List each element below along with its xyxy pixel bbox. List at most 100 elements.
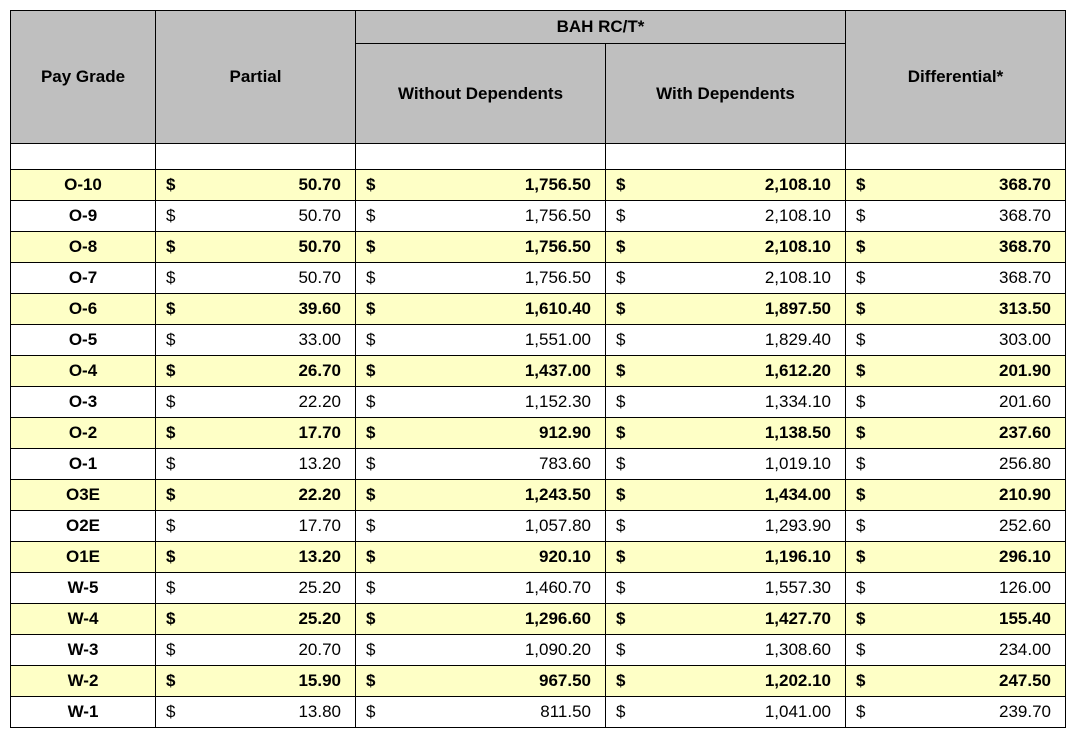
cell-value: 247.50 xyxy=(856,671,1051,691)
cell-with: $1,427.70 xyxy=(606,604,846,635)
cell-partial: $20.70 xyxy=(156,635,356,666)
currency-symbol: $ xyxy=(856,175,865,195)
currency-symbol: $ xyxy=(366,268,375,288)
cell-pay-grade: O-7 xyxy=(11,263,156,294)
cell-with: $1,041.00 xyxy=(606,697,846,728)
cell-diff: $256.80 xyxy=(846,449,1066,480)
currency-symbol: $ xyxy=(856,361,865,381)
currency-symbol: $ xyxy=(856,454,865,474)
currency-symbol: $ xyxy=(616,671,625,691)
cell-value: 811.50 xyxy=(366,702,591,722)
cell-value: 1,019.10 xyxy=(616,454,831,474)
cell-value: 1,829.40 xyxy=(616,330,831,350)
cell-value: 303.00 xyxy=(856,330,1051,350)
table-row: O-2$17.70$912.90$1,138.50$237.60 xyxy=(11,418,1066,449)
cell-value: 2,108.10 xyxy=(616,175,831,195)
cell-diff: $201.60 xyxy=(846,387,1066,418)
cell-diff: $368.70 xyxy=(846,232,1066,263)
currency-symbol: $ xyxy=(616,454,625,474)
cell-pay-grade: O-4 xyxy=(11,356,156,387)
cell-value: 25.20 xyxy=(166,609,341,629)
cell-value: 368.70 xyxy=(856,237,1051,257)
currency-symbol: $ xyxy=(166,361,175,381)
cell-diff: $247.50 xyxy=(846,666,1066,697)
currency-symbol: $ xyxy=(856,268,865,288)
cell-value: 50.70 xyxy=(166,268,341,288)
col-pay-grade: Pay Grade xyxy=(11,11,156,144)
cell-value: 1,138.50 xyxy=(616,423,831,443)
cell-value: 210.90 xyxy=(856,485,1051,505)
cell-value: 1,334.10 xyxy=(616,392,831,412)
cell-pay-grade: O1E xyxy=(11,542,156,573)
currency-symbol: $ xyxy=(166,671,175,691)
currency-symbol: $ xyxy=(366,702,375,722)
cell-without: $783.60 xyxy=(356,449,606,480)
cell-value: 1,196.10 xyxy=(616,547,831,567)
cell-without: $1,756.50 xyxy=(356,263,606,294)
currency-symbol: $ xyxy=(856,330,865,350)
table-row: O1E$13.20$920.10$1,196.10$296.10 xyxy=(11,542,1066,573)
cell-value: 33.00 xyxy=(166,330,341,350)
currency-symbol: $ xyxy=(166,609,175,629)
cell-value: 1,427.70 xyxy=(616,609,831,629)
currency-symbol: $ xyxy=(366,392,375,412)
cell-without: $1,756.50 xyxy=(356,170,606,201)
cell-without: $1,152.30 xyxy=(356,387,606,418)
currency-symbol: $ xyxy=(166,392,175,412)
cell-value: 2,108.10 xyxy=(616,268,831,288)
cell-with: $1,138.50 xyxy=(606,418,846,449)
currency-symbol: $ xyxy=(616,702,625,722)
cell-pay-grade: W-4 xyxy=(11,604,156,635)
cell-without: $912.90 xyxy=(356,418,606,449)
currency-symbol: $ xyxy=(856,516,865,536)
currency-symbol: $ xyxy=(366,485,375,505)
currency-symbol: $ xyxy=(366,454,375,474)
currency-symbol: $ xyxy=(616,299,625,319)
cell-value: 967.50 xyxy=(366,671,591,691)
currency-symbol: $ xyxy=(366,423,375,443)
col-without-dependents: Without Dependents xyxy=(356,44,606,144)
cell-value: 1,308.60 xyxy=(616,640,831,660)
currency-symbol: $ xyxy=(856,392,865,412)
currency-symbol: $ xyxy=(166,423,175,443)
cell-value: 13.20 xyxy=(166,547,341,567)
cell-value: 368.70 xyxy=(856,175,1051,195)
cell-without: $1,243.50 xyxy=(356,480,606,511)
table-row: O3E$22.20$1,243.50$1,434.00$210.90 xyxy=(11,480,1066,511)
currency-symbol: $ xyxy=(166,206,175,226)
cell-diff: $126.00 xyxy=(846,573,1066,604)
cell-value: 1,551.00 xyxy=(366,330,591,350)
currency-symbol: $ xyxy=(856,299,865,319)
cell-pay-grade: O2E xyxy=(11,511,156,542)
cell-value: 237.60 xyxy=(856,423,1051,443)
cell-diff: $303.00 xyxy=(846,325,1066,356)
cell-without: $1,437.00 xyxy=(356,356,606,387)
cell-with: $1,434.00 xyxy=(606,480,846,511)
currency-symbol: $ xyxy=(616,516,625,536)
cell-with: $2,108.10 xyxy=(606,232,846,263)
cell-partial: $50.70 xyxy=(156,232,356,263)
cell-value: 22.20 xyxy=(166,485,341,505)
cell-pay-grade: W-5 xyxy=(11,573,156,604)
cell-partial: $33.00 xyxy=(156,325,356,356)
cell-value: 1,897.50 xyxy=(616,299,831,319)
currency-symbol: $ xyxy=(366,640,375,660)
cell-value: 1,610.40 xyxy=(366,299,591,319)
cell-value: 13.80 xyxy=(166,702,341,722)
cell-partial: $25.20 xyxy=(156,573,356,604)
currency-symbol: $ xyxy=(366,206,375,226)
currency-symbol: $ xyxy=(166,330,175,350)
cell-pay-grade: O-9 xyxy=(11,201,156,232)
currency-symbol: $ xyxy=(166,702,175,722)
currency-symbol: $ xyxy=(366,175,375,195)
cell-value: 1,460.70 xyxy=(366,578,591,598)
currency-symbol: $ xyxy=(366,299,375,319)
cell-without: $1,756.50 xyxy=(356,232,606,263)
currency-symbol: $ xyxy=(616,330,625,350)
cell-without: $1,296.60 xyxy=(356,604,606,635)
cell-partial: $50.70 xyxy=(156,263,356,294)
cell-partial: $22.20 xyxy=(156,387,356,418)
cell-partial: $39.60 xyxy=(156,294,356,325)
currency-symbol: $ xyxy=(166,485,175,505)
cell-without: $1,460.70 xyxy=(356,573,606,604)
